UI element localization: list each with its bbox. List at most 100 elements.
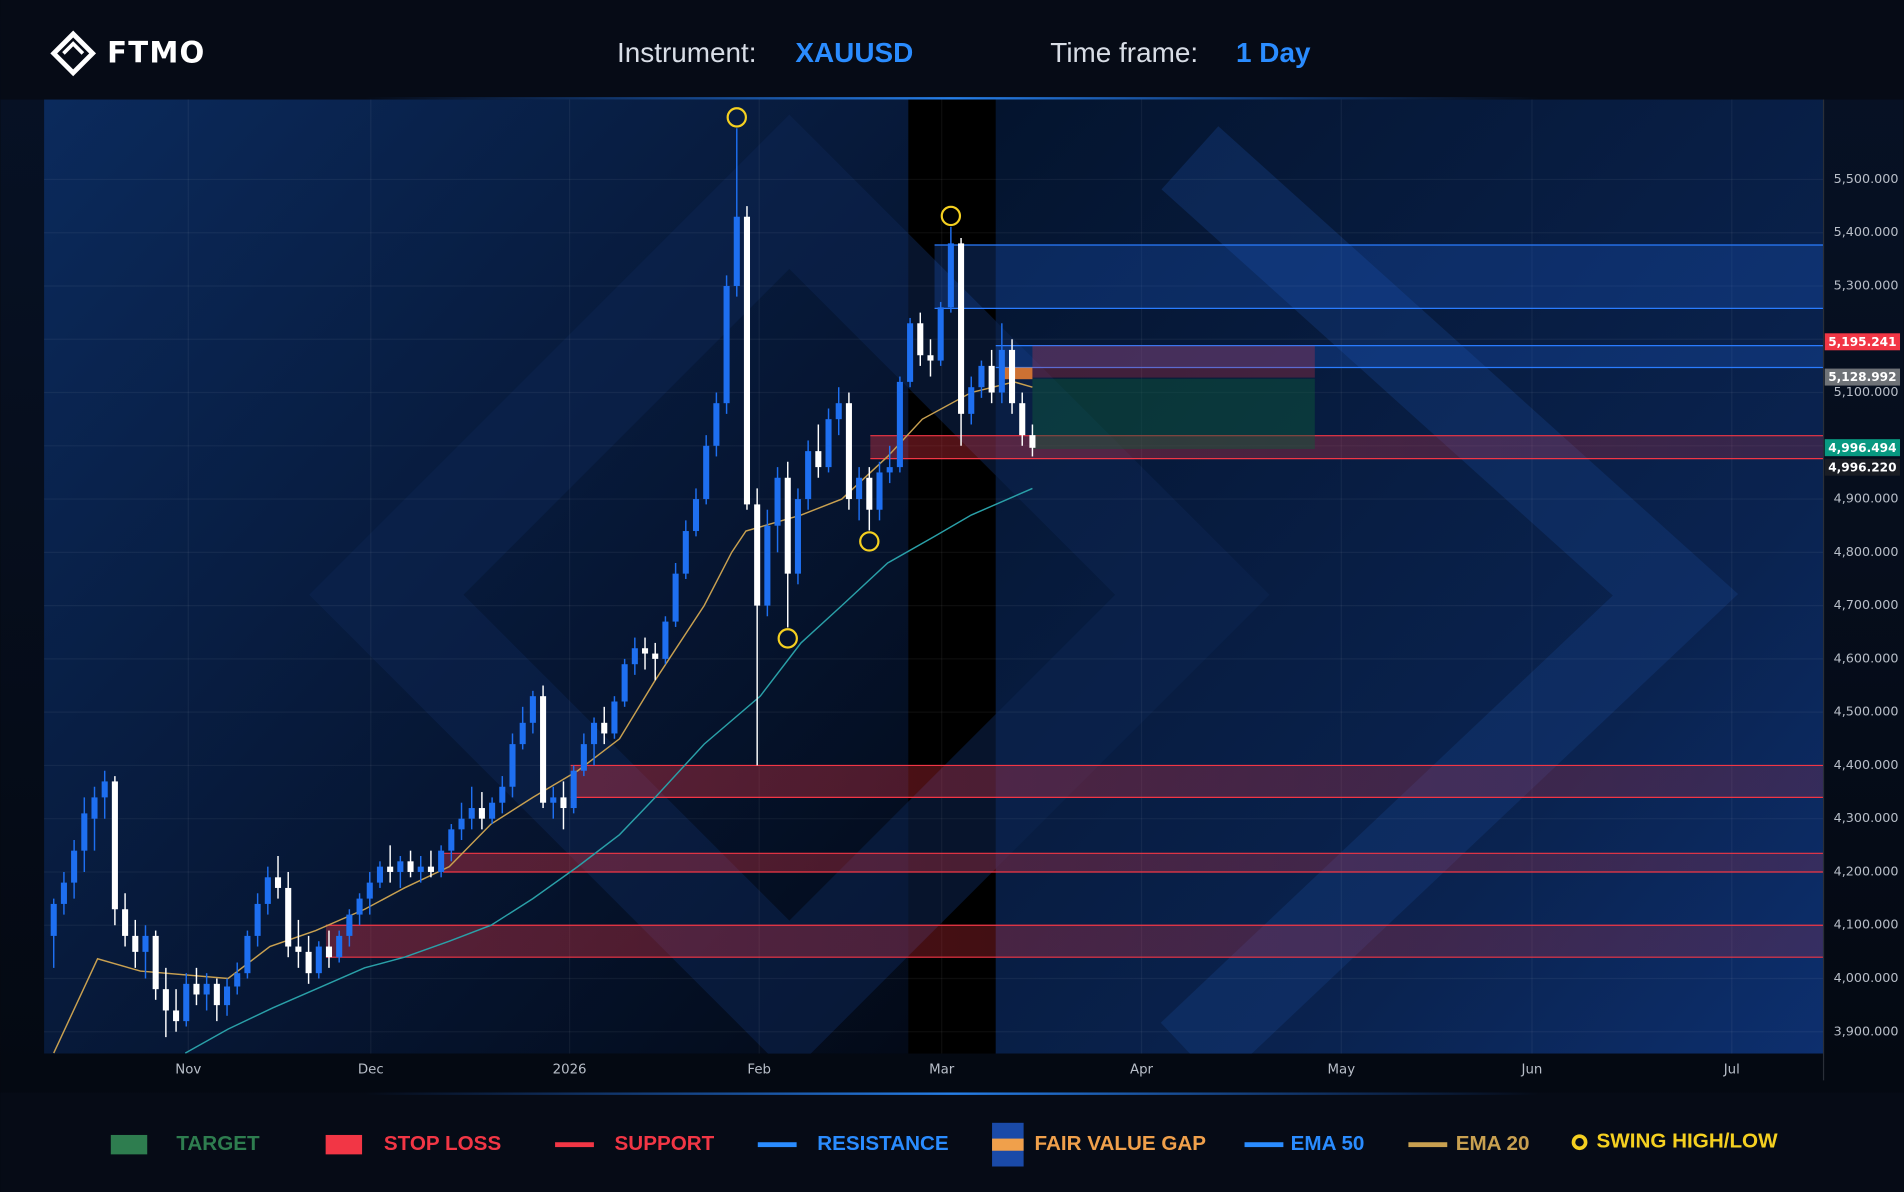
support-zone — [570, 765, 1824, 798]
candle-body — [805, 451, 812, 500]
candle-body — [988, 365, 995, 393]
candle-body — [295, 946, 302, 952]
candle-body — [591, 722, 598, 745]
candle-body — [387, 866, 394, 872]
candle-body — [71, 850, 78, 883]
candle-body — [794, 499, 801, 574]
candle-body — [438, 850, 445, 872]
candle-body — [81, 813, 88, 851]
candle-body — [448, 829, 455, 851]
deco-chevron — [1160, 126, 1739, 1054]
candle-body — [835, 403, 842, 420]
candle-body — [825, 419, 832, 468]
candle-body — [743, 216, 751, 505]
candle-body — [173, 1010, 180, 1022]
price-tag — [1824, 368, 1901, 386]
legend-swatch — [555, 1142, 594, 1148]
candle-body — [540, 696, 547, 803]
candle-body — [784, 477, 791, 574]
candle-body — [815, 451, 822, 468]
x-tick-label: Jun — [1521, 1062, 1543, 1077]
candle-body — [672, 573, 679, 622]
y-tick-label: 5,400.000 — [1834, 225, 1899, 240]
y-tick-label: 4,400.000 — [1834, 758, 1899, 773]
candle-body — [519, 722, 526, 745]
y-tick-label: 4,200.000 — [1834, 864, 1899, 879]
support-zone — [870, 435, 1824, 459]
legend-label: EMA 20 — [1456, 1132, 1530, 1155]
legend-swatch — [325, 1134, 363, 1155]
candle-body — [631, 648, 638, 665]
x-tick-label: Jul — [1723, 1062, 1740, 1077]
candle-body — [580, 744, 587, 771]
candle-body — [111, 781, 118, 910]
candle-body — [927, 355, 934, 361]
candle-body — [366, 882, 373, 899]
legend-label: FAIR VALUE GAP — [1035, 1132, 1207, 1155]
candle-body — [856, 477, 863, 500]
support-zone — [443, 853, 1824, 872]
candle-body — [917, 323, 924, 356]
candle-body — [968, 387, 975, 414]
logo-text: FTMO — [107, 36, 205, 70]
target-zone — [1032, 378, 1315, 449]
candle-body — [907, 323, 914, 382]
logo: FTMO — [50, 30, 205, 77]
y-tick-label: 4,000.000 — [1834, 971, 1899, 986]
candle-body — [621, 664, 628, 702]
candle-body — [162, 989, 169, 1011]
candle-body — [947, 243, 954, 308]
timeframe-label: Time frame: — [1050, 37, 1198, 68]
candle-body — [550, 797, 557, 803]
price-tag-label: 5,195.241 — [1828, 335, 1896, 349]
ema-line — [53, 381, 1033, 1054]
candle-body — [876, 472, 883, 510]
y-tick-label: 3,900.000 — [1834, 1024, 1899, 1039]
candle-body — [325, 946, 333, 958]
y-tick-label: 4,800.000 — [1834, 545, 1899, 560]
price-tag-label: 4,996.220 — [1828, 460, 1896, 474]
legend-label: RESISTANCE — [817, 1132, 948, 1155]
candle-body — [50, 903, 57, 936]
candle-body — [356, 898, 363, 915]
legend-swatch — [1244, 1142, 1284, 1148]
candle-body — [254, 903, 261, 936]
x-tick-label: Nov — [175, 1062, 201, 1077]
candle-body — [152, 935, 159, 990]
candle-body — [692, 499, 700, 532]
legend-swatch — [992, 1138, 1024, 1151]
y-tick-label: 4,900.000 — [1834, 492, 1899, 507]
legend-swatch — [1571, 1134, 1588, 1151]
candle-body — [407, 861, 414, 872]
plot-background — [44, 99, 1824, 1054]
ema-line — [184, 487, 1033, 1054]
legend-label: EMA 50 — [1291, 1132, 1365, 1155]
swing-point — [726, 107, 747, 128]
candle-body — [478, 808, 485, 819]
candle-body — [764, 525, 771, 606]
swing-point — [859, 531, 880, 552]
candle-body — [499, 786, 506, 803]
instrument: XAUUSD — [795, 37, 913, 68]
candle-body — [1009, 349, 1016, 404]
candle-body — [896, 381, 903, 468]
candle-body — [733, 216, 740, 286]
candle-body — [723, 285, 730, 404]
candle-body — [264, 877, 271, 904]
candle-body — [937, 307, 944, 361]
candle-body — [611, 701, 618, 734]
y-tick-label: 4,500.000 — [1834, 705, 1899, 720]
candle-body — [274, 877, 282, 888]
candle-body — [703, 445, 710, 500]
candle-body — [376, 866, 383, 883]
candle-body — [489, 802, 496, 819]
y-tick-label: 4,600.000 — [1834, 651, 1899, 666]
logo-icon-inner — [62, 41, 85, 55]
x-tick-label: Dec — [358, 1062, 384, 1077]
candle-body — [1019, 403, 1026, 436]
candle-body — [866, 477, 873, 510]
candle-body — [305, 951, 312, 974]
candle-body — [774, 477, 781, 526]
logo-icon — [50, 30, 97, 77]
